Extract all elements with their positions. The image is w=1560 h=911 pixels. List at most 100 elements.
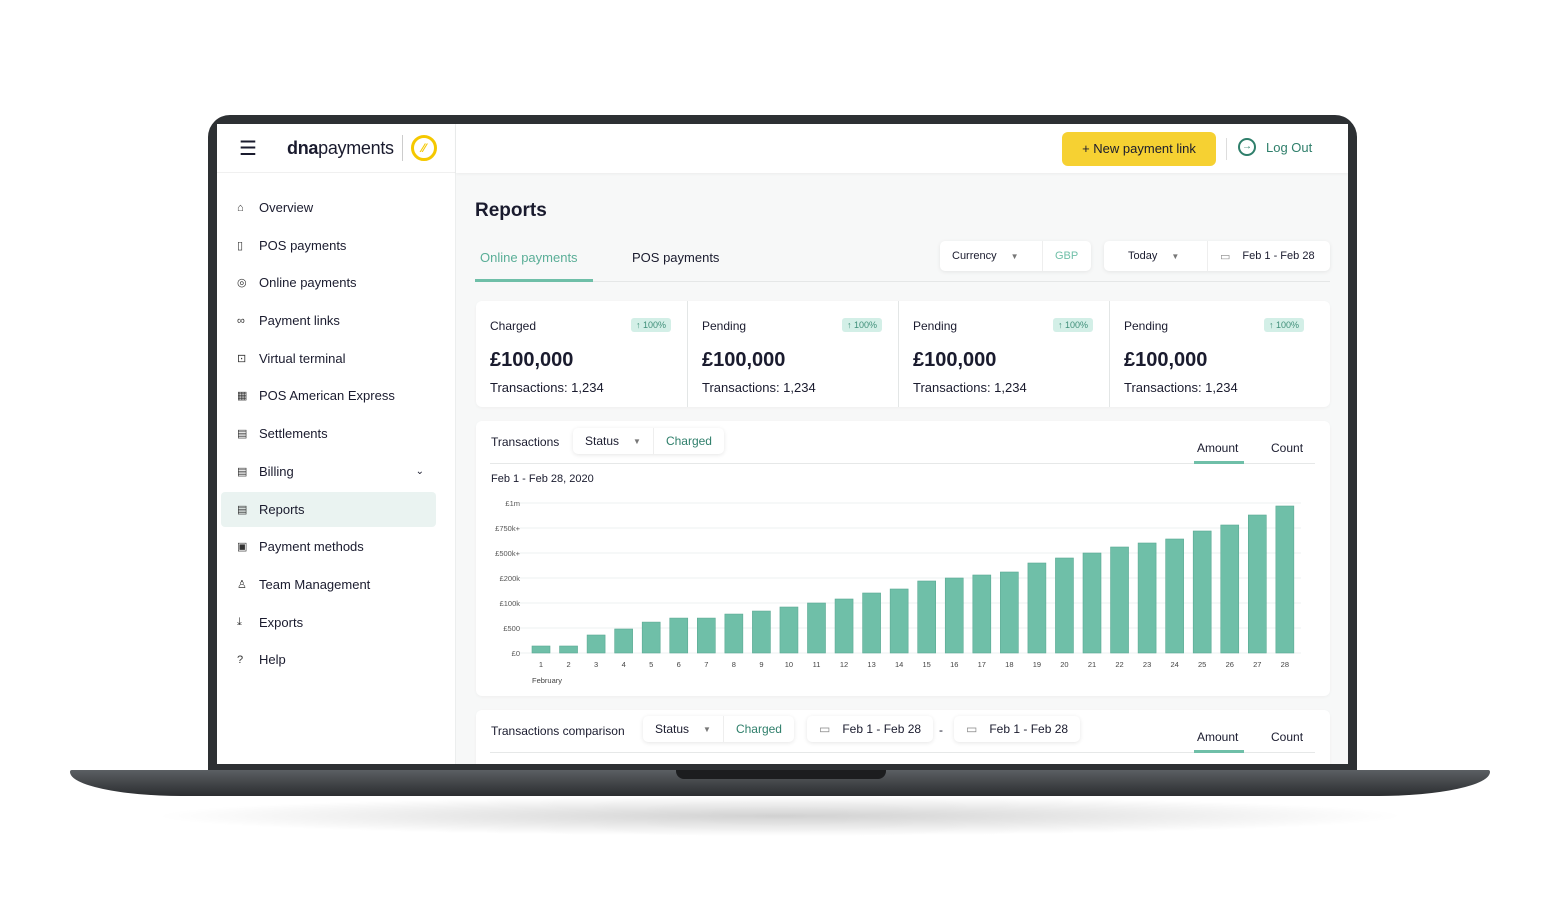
stat-pending: Pending ↑ 100% £100,000 Transactions: 1,234 — [1109, 301, 1320, 407]
amex-icon: ▦ — [237, 390, 248, 403]
bar — [641, 621, 661, 654]
stat-pending: Pending ↑ 100% £100,000 Transactions: 1,234 — [898, 301, 1109, 407]
x-tick-label: 8 — [732, 660, 736, 669]
stat-transactions: Transactions: 1,234 — [702, 380, 816, 395]
sidebar-item-settlements[interactable]: ▤ Settlements — [221, 416, 436, 451]
bar — [559, 645, 578, 654]
bar — [1027, 562, 1047, 654]
y-tick-label: £500k+ — [495, 549, 520, 558]
calendar-icon: ▭ — [966, 722, 978, 736]
sidebar-item-overview[interactable]: ⌂ Overview — [221, 190, 436, 225]
active-toggle-indicator — [1194, 461, 1244, 464]
sidebar-item-payment-methods[interactable]: ▣ Payment methods — [221, 529, 436, 564]
sidebar-item-virtual-terminal[interactable]: ⊡ Virtual terminal — [221, 341, 436, 376]
y-tick-label: £1m — [505, 499, 520, 508]
x-tick-label: 27 — [1253, 660, 1261, 669]
sidebar-item-label: Settlements — [259, 426, 328, 442]
x-axis-label: February — [532, 676, 562, 685]
date-range[interactable]: Feb 1 - Feb 28 — [1242, 250, 1315, 262]
comparison-card: Transactions comparison Status ▼ Charged … — [476, 710, 1330, 764]
bar — [834, 598, 854, 654]
bar — [531, 645, 551, 654]
tab-pos-payments[interactable]: POS payments — [632, 250, 720, 265]
date-range-b[interactable]: ▭ Feb 1 - Feb 28 — [954, 716, 1081, 742]
caret-down-icon: ▼ — [1010, 251, 1019, 261]
x-tick-label: 17 — [978, 660, 986, 669]
stat-label: Pending — [702, 319, 747, 333]
terminal-icon: ⊡ — [237, 352, 247, 365]
toggle-amount[interactable]: Amount — [1197, 441, 1239, 455]
period-select[interactable]: Today ▼ ▭ Feb 1 - Feb 28 — [1104, 241, 1330, 271]
chevron-down-icon[interactable]: ⌄ — [415, 465, 424, 477]
x-tick-label: 5 — [649, 660, 653, 669]
toggle-amount[interactable]: Amount — [1197, 730, 1239, 744]
toggle-count[interactable]: Count — [1271, 441, 1304, 455]
comparison-title: Transactions comparison — [491, 724, 625, 738]
calendar-icon: ▭ — [1220, 250, 1231, 263]
sidebar-item-team-management[interactable]: ♙ Team Management — [221, 567, 436, 602]
date-range-a[interactable]: ▭ Feb 1 - Feb 28 — [807, 716, 934, 742]
bar — [1000, 571, 1019, 654]
bar — [1192, 530, 1212, 654]
stat-transactions: Transactions: 1,234 — [913, 380, 1027, 395]
change-badge: ↑ 100% — [1263, 318, 1304, 332]
logo-bold: dna — [287, 137, 319, 158]
sidebar-item-pos-american-express[interactable]: ▦ POS American Express — [221, 378, 436, 413]
stat-amount: £100,000 — [702, 349, 786, 371]
logout-icon: → — [1238, 138, 1256, 156]
globe-icon: ◎ — [237, 277, 247, 290]
toggle-count[interactable]: Count — [1271, 730, 1304, 744]
download-icon: ⤓ — [237, 615, 242, 628]
caret-down-icon: ▼ — [1171, 251, 1180, 261]
x-tick-label: 3 — [594, 660, 598, 669]
transactions-title: Transactions — [491, 435, 560, 449]
sidebar-item-label: Payment methods — [259, 539, 364, 555]
sidebar-item-payment-links[interactable]: ∞ Payment links — [221, 303, 436, 338]
new-payment-link-button[interactable]: + New payment link — [1062, 132, 1216, 166]
logout-label: Log Out — [1266, 139, 1313, 155]
divider — [490, 463, 1315, 464]
x-tick-label: 20 — [1060, 660, 1068, 669]
sidebar-item-label: Team Management — [259, 576, 371, 592]
x-tick-label: 7 — [704, 660, 708, 669]
bar — [972, 574, 992, 654]
active-tab-indicator — [475, 279, 593, 282]
pos-terminal-icon: ▯ — [237, 239, 244, 252]
sidebar-item-label: Virtual terminal — [259, 350, 346, 366]
sidebar-item-help[interactable]: ? Help — [221, 642, 436, 677]
sidebar-item-pos-payments[interactable]: ▯ POS payments — [221, 228, 436, 263]
bar — [752, 610, 771, 654]
currency-select[interactable]: Currency ▼ GBP — [940, 241, 1091, 271]
bar — [1275, 505, 1295, 654]
logo[interactable]: dnapayments — [287, 138, 394, 159]
logout-button[interactable]: → Log Out — [1238, 138, 1312, 156]
bar — [614, 628, 633, 654]
sidebar-item-online-payments[interactable]: ◎ Online payments — [221, 265, 436, 300]
sidebar-item-billing[interactable]: ▤ Billing ⌄ — [221, 454, 436, 489]
bar — [889, 588, 909, 654]
range-separator: - — [939, 723, 943, 737]
sidebar-item-exports[interactable]: ⤓ Exports — [221, 605, 436, 640]
status-filter[interactable]: Status ▼ Charged — [573, 428, 724, 454]
team-icon: ♙ — [237, 578, 247, 591]
x-tick-label: 14 — [895, 660, 903, 669]
sidebar-item-reports[interactable]: ▤ Reports — [221, 491, 436, 527]
logo-divider — [401, 135, 403, 161]
sidebar-item-label: Payment links — [259, 313, 340, 329]
change-badge: ↑ 100% — [1052, 318, 1093, 332]
menu-icon[interactable]: ☰ — [239, 137, 257, 160]
active-toggle-indicator — [1194, 750, 1244, 753]
x-tick-label: 9 — [759, 660, 763, 669]
caret-down-icon: ▼ — [633, 436, 641, 446]
y-tick-label: £500 — [503, 624, 520, 633]
tab-online-payments[interactable]: Online payments — [480, 250, 578, 265]
status-label: Status — [655, 722, 690, 736]
home-icon: ⌂ — [237, 201, 244, 214]
chart-range-title: Feb 1 - Feb 28, 2020 — [491, 473, 594, 485]
status-value: Charged — [735, 722, 782, 736]
bar — [779, 606, 799, 654]
comparison-status-filter[interactable]: Status ▼ Charged — [643, 716, 794, 742]
stat-amount: £100,000 — [913, 349, 997, 371]
sidebar-item-label: Online payments — [259, 275, 357, 291]
stat-label: Charged — [490, 319, 537, 333]
